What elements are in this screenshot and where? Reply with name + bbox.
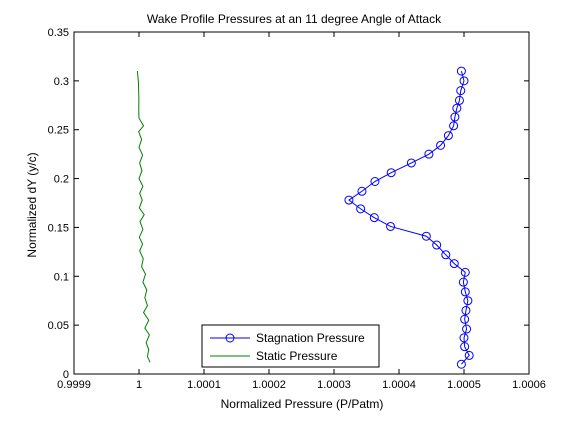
- data-point-s1-7: [449, 121, 459, 131]
- x-tick-label: 1.0002: [252, 379, 286, 391]
- data-point-s1-24: [458, 277, 468, 287]
- y-tick-label: 0.05: [48, 320, 69, 332]
- data-point-s1-32: [464, 350, 474, 360]
- data-point-s1-23: [460, 267, 470, 277]
- data-point-s1-17: [369, 213, 379, 223]
- data-point-s1-33: [456, 359, 466, 369]
- legend-label-2: Static Pressure: [256, 349, 338, 363]
- legend-marker-1: [225, 333, 235, 343]
- data-point-s1-20: [432, 240, 442, 250]
- series-line-2: [136, 71, 151, 363]
- data-point-s1-25: [460, 287, 470, 297]
- legend: Stagnation Pressure Static Pressure: [201, 324, 380, 368]
- plot-area: [74, 32, 529, 374]
- data-point-s1-31: [460, 342, 470, 352]
- data-point-s1-30: [459, 333, 469, 343]
- data-point-s1-18: [386, 221, 396, 231]
- data-point-s1-11: [406, 158, 416, 168]
- x-tick-label: 1.0001: [187, 379, 221, 391]
- y-axis-label: Normalized dY (y/c): [25, 152, 39, 257]
- axes-layer: 0.9999 1 1.0001 1.0002 1.0003 1.0004 1.0005 1.0…: [48, 27, 546, 391]
- data-point-s1-19: [421, 231, 431, 241]
- x-tick-label: 1.0003: [317, 379, 351, 391]
- y-tick-label: 0: [63, 369, 69, 381]
- data-point-s1-13: [370, 177, 380, 186]
- data-point-s1-3: [456, 86, 466, 96]
- y-tick-label: 0.3: [54, 76, 69, 88]
- data-point-s1-8: [443, 131, 453, 141]
- axes-box: [73, 31, 530, 375]
- y-tick-label: 0.35: [48, 27, 69, 39]
- data-point-s1-16: [356, 204, 366, 214]
- y-tick-label: 0.25: [48, 125, 69, 137]
- data-point-s1-9: [436, 140, 446, 150]
- data-point-s1-14: [357, 186, 367, 196]
- y-tick-label: 0.1: [54, 271, 69, 283]
- x-tick-label: 1: [136, 379, 142, 391]
- data-point-s1-29: [462, 324, 472, 334]
- legend-label-1: Stagnation Pressure: [256, 331, 365, 345]
- data-point-s1-28: [460, 314, 470, 324]
- data-point-s1-15: [344, 195, 354, 205]
- data-point-s1-4: [454, 95, 464, 105]
- legend-box: [201, 324, 380, 368]
- data-point-s1-12: [386, 168, 396, 178]
- x-tick-label: 0.9999: [57, 379, 91, 391]
- x-tick-label: 1.0004: [382, 379, 416, 391]
- series-line-1: [348, 70, 470, 365]
- data-point-s1-5: [452, 103, 462, 113]
- x-tick-label: 1.0006: [512, 379, 546, 391]
- y-tick-label: 0.2: [54, 174, 69, 186]
- data-point-s1-10: [424, 149, 434, 159]
- y-tick-label: 0.15: [48, 222, 69, 234]
- data-point-s1-6: [450, 112, 460, 122]
- data-point-s1-22: [449, 259, 459, 269]
- data-point-s1-1: [456, 66, 466, 76]
- chart-title: Wake Profile Pressures at an 11 degree A…: [147, 12, 442, 26]
- x-axis-label: Normalized Pressure (P/Patm): [221, 397, 384, 411]
- data-point-s1-2: [459, 76, 469, 86]
- x-tick-label: 1.0005: [447, 379, 481, 391]
- data-point-s1-21: [441, 250, 451, 260]
- series-layer: [136, 66, 474, 369]
- data-point-s1-27: [461, 305, 471, 315]
- data-point-s1-26: [463, 296, 473, 306]
